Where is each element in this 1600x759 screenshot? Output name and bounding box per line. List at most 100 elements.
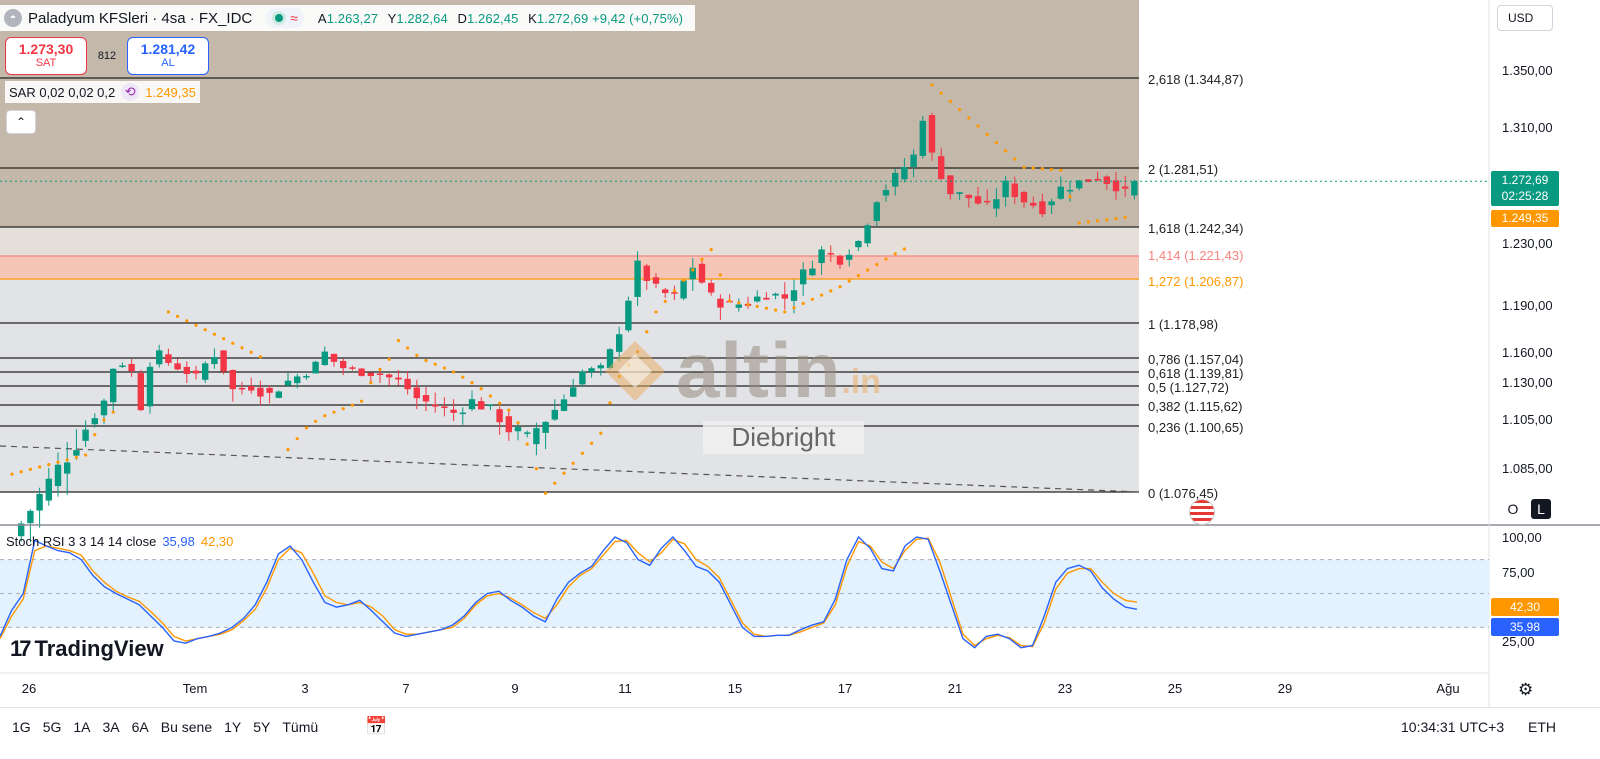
sar-dot [332,410,336,414]
candle-body [800,269,807,285]
sar-dot [461,375,465,379]
range-button[interactable]: Tümü [282,719,319,735]
range-button[interactable]: 5Y [253,719,271,735]
chart-canvas[interactable]: 2,618 (1.344,87) 2 (1.281,51) 1,618 (1.242… [0,0,1600,707]
collapse-legend-button[interactable]: ⌃ [6,110,36,134]
stoch-k-mark: 35,98 [1509,620,1541,634]
sar-dot [1022,165,1026,169]
candle-body [487,404,494,407]
sar-label: SAR 0,02 0,02 0,2 [9,84,116,100]
candle-body [524,432,531,434]
fib-label-5: 1 (1.178,98) [1148,317,1218,332]
fib-label-7: 0,618 (1.139,81) [1148,366,1243,381]
range-button[interactable]: 1G [12,719,31,735]
sar-dot [1086,220,1090,224]
range-button[interactable]: 1Y [224,719,242,735]
candle-body [395,377,402,380]
o-label: O [1507,501,1519,517]
candle-body [165,354,172,363]
sar-dot [691,268,695,272]
candle-body [27,510,34,524]
candle-body [376,373,384,376]
lock-scale-toggle[interactable]: L [1531,499,1551,519]
candle-body [45,478,52,501]
sar-dot [718,273,723,277]
candle-body [846,254,853,260]
candle-body [303,376,310,378]
stoch-axis-label: 75,00 [1502,565,1535,580]
fib-zone-1618 [0,227,1139,256]
high-value: 1.282,64 [396,10,448,26]
candle-body [358,368,365,376]
candle-body [119,365,126,368]
candle-body [1112,180,1120,192]
chevron-up-icon: ⌃ [15,115,27,129]
sar-dot [304,426,308,430]
sar-indicator-legend[interactable]: SAR 0,02 0,02 0,2 ⟲ 1.249,35 [5,81,200,103]
sar-dot [958,108,962,112]
candle-body [496,409,503,423]
goto-date-icon[interactable]: 📅 [365,716,388,736]
buy-label: AL [161,57,175,69]
wave-icon: ≈ [290,10,298,26]
candle-body [174,363,181,370]
candle-body [54,464,62,487]
candle-body [689,267,696,280]
candle-body [1066,189,1074,192]
candle-body [468,399,476,410]
time-axis-label: Tem [182,681,208,696]
time-axis-label: Ağu [1436,681,1460,696]
fib-zone-upper [0,0,1139,227]
fib-label-8: 0,5 (1.127,72) [1148,380,1229,395]
sar-dot [10,472,14,476]
market-status-pill[interactable]: ≈ [266,8,304,28]
symbol-title[interactable]: Paladyum KFSleri · 4sa · FX_IDC [28,9,253,27]
sar-dot [185,319,189,323]
range-button[interactable]: Bu sene [160,719,213,735]
sar-dot [580,451,585,455]
candle-body [478,401,485,410]
candle-body [202,363,209,380]
log-scale-toggle[interactable]: O [1503,499,1523,519]
candle-body [735,304,742,308]
sar-dot [111,410,115,414]
candle-body [404,378,411,390]
sell-button[interactable]: 1.273,30 SAT [5,37,87,75]
refresh-icon[interactable]: ⟲ [121,83,140,101]
range-button[interactable]: 1A [73,719,91,735]
candle-body [128,364,135,372]
stoch-axis-label: 25,00 [1502,634,1535,649]
price-axis-label: 1.310,00 [1502,119,1553,135]
sar-dot [810,297,815,301]
buy-button[interactable]: 1.281,42 AL [127,37,209,75]
price-axis-label: 1.085,00 [1502,460,1553,476]
session-label[interactable]: ETH [1528,719,1556,735]
symbol-legend[interactable]: ◓ Paladyum KFSleri · 4sa · FX_IDC ≈ A1.2… [0,5,696,31]
price-axis-label: 1.160,00 [1502,345,1553,361]
range-button[interactable]: 6A [131,719,149,735]
fib-label-11: 0 (1.076,45) [1148,486,1218,501]
settings-gear-icon[interactable]: ⚙ [1518,680,1534,699]
sar-dot [994,140,999,145]
sar-dot [203,328,207,332]
candle-body [64,462,71,474]
candle-body [836,255,844,265]
stoch-rsi-legend[interactable]: Stoch RSI 3 3 14 14 close 35,98 42,30 [6,534,233,549]
stoch-rsi-pane [0,535,1489,649]
sar-dot [525,442,529,446]
candle-body [606,349,614,369]
stoch-label: Stoch RSI 3 3 14 14 close [6,534,157,549]
tradingview-logo[interactable]: 17 TradingView [10,636,164,662]
candle-body [229,370,236,390]
sar-dot [654,310,658,314]
tradingview-name: TradingView [34,636,164,661]
range-button[interactable]: 5G [42,719,62,735]
clock[interactable]: 10:34:31 UTC+3 [1401,719,1505,735]
range-button[interactable]: 3A [102,719,120,735]
candle-body [790,290,798,301]
currency-select[interactable]: USD [1497,5,1553,31]
currency-label: USD [1508,11,1534,25]
us-flag-icon[interactable] [1189,499,1215,525]
sar-dot [985,132,989,136]
stoch-d-label: 42,30 [1491,598,1559,616]
